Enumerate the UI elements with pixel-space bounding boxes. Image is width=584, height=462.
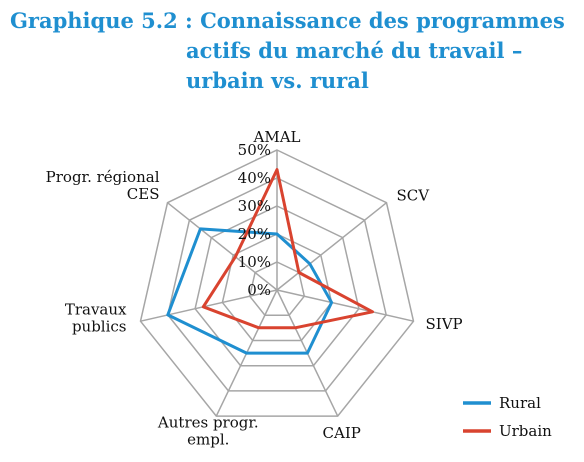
axis-label: Travaux publics: [65, 301, 127, 336]
tick-label: 50%: [238, 141, 271, 159]
grid-ring: [166, 177, 388, 392]
axis-label: CAIP: [323, 424, 361, 442]
axis-label: SCV: [397, 187, 431, 205]
legend: Rural Urbain: [463, 394, 552, 440]
grid-ring: [139, 149, 415, 417]
legend-label-urbain: Urbain: [499, 422, 552, 440]
grid-spoke: [167, 202, 278, 291]
tick-label: 10%: [238, 253, 271, 271]
grid-spoke: [276, 289, 414, 322]
radar-series: [166, 168, 374, 355]
grid-ring: [248, 261, 306, 316]
tick-label: 40%: [238, 169, 271, 187]
grid-spoke: [276, 202, 387, 291]
chart-title-line-3: urbain vs. rural: [186, 68, 369, 93]
grid-ring: [194, 205, 360, 367]
axis-label: SIVP: [426, 315, 463, 333]
axis-label: Progr. régional CES: [46, 168, 160, 203]
grid-spoke: [140, 289, 278, 322]
chart-title-line-2: actifs du marché du travail –: [186, 38, 523, 63]
radar-tick-labels: 0% 10% 20% 30% 40% 50%: [238, 141, 271, 299]
chart-title-line-1: Graphique 5.2 : Connaissance des program…: [10, 8, 565, 33]
radar-axis-labels: AMAL SCV SIVP CAIP Autres progr. empl. Travaux…: [46, 128, 463, 449]
tick-label: 20%: [238, 225, 271, 243]
tick-label: 0%: [247, 281, 271, 299]
axis-label: AMAL: [253, 128, 301, 146]
legend-label-rural: Rural: [499, 394, 541, 412]
tick-label: 30%: [238, 197, 271, 215]
series-line-rural: [166, 227, 334, 355]
series-line-urbain: [201, 168, 374, 330]
axis-label: Autres progr. empl.: [157, 414, 259, 449]
